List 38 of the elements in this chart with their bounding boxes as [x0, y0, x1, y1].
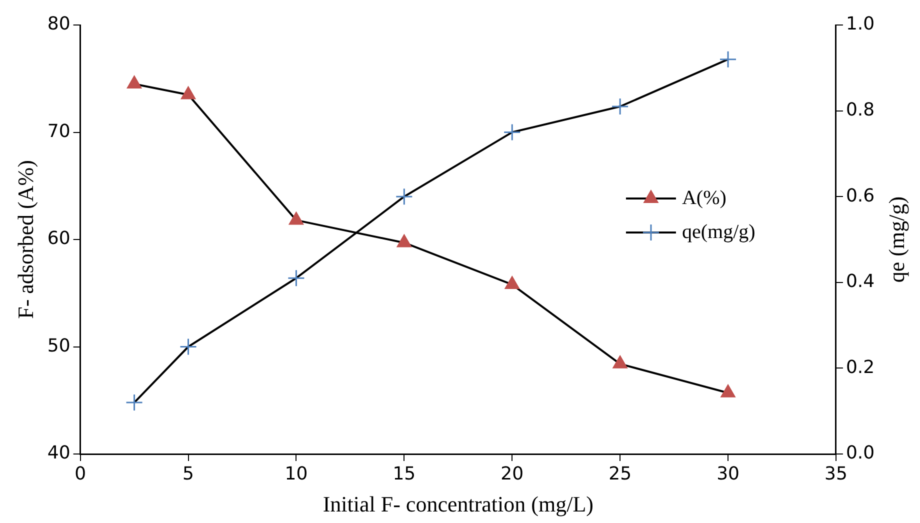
legend-label: qe(mg/g) — [682, 220, 756, 243]
x-axis-title: Initial F- concentration (mg/L) — [322, 492, 594, 517]
point — [288, 212, 304, 225]
x-tick-label: 25 — [608, 463, 632, 484]
x-tick-label: 10 — [284, 463, 308, 484]
point — [126, 394, 144, 412]
y-tick-label: 80 — [47, 14, 70, 35]
y2-tick-label: 0.4 — [846, 271, 875, 292]
x-tick-label: 15 — [392, 463, 416, 484]
y2-tick-label: 0.6 — [846, 185, 875, 206]
y-tick-label: 60 — [47, 228, 70, 250]
point — [395, 188, 413, 206]
point — [180, 86, 196, 100]
point — [720, 384, 736, 398]
y2-tick-label: 0.8 — [846, 99, 875, 120]
x-tick-label: 35 — [824, 463, 848, 484]
y2-axis-title: qe (mg/g) — [884, 196, 909, 283]
point — [396, 234, 412, 248]
y2-tick-label: 0.0 — [846, 442, 875, 464]
point — [504, 276, 520, 290]
point — [126, 75, 142, 88]
y2-tick-label: 1.0 — [846, 14, 875, 35]
y-tick-label: 70 — [47, 120, 70, 142]
point — [180, 338, 198, 356]
point — [287, 269, 305, 287]
y-tick-label: 40 — [47, 442, 70, 464]
x-tick-label: 5 — [182, 463, 194, 484]
y2-tick-label: 0.2 — [846, 356, 875, 378]
x-tick-label: 20 — [500, 463, 524, 484]
x-tick-label: 0 — [74, 463, 86, 484]
point — [719, 50, 737, 68]
point — [503, 124, 521, 141]
x-tick-label: 30 — [716, 463, 740, 484]
point — [612, 355, 628, 368]
legend-label: A(%) — [682, 186, 726, 209]
point — [611, 98, 629, 116]
y-tick-label: 50 — [47, 335, 70, 356]
y-axis-title: F- adsorbed (A%) — [12, 160, 38, 319]
